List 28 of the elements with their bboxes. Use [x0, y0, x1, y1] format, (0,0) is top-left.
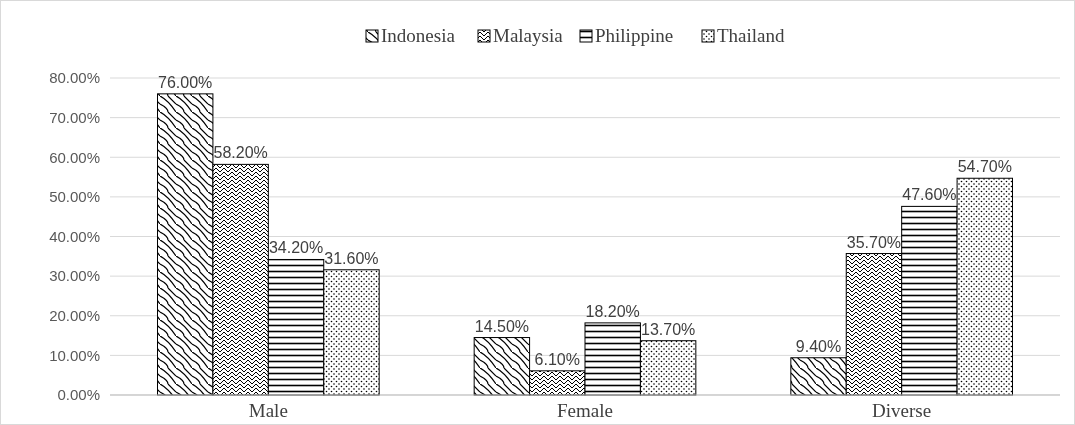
legend-label: Thailand: [717, 25, 786, 46]
y-tick-label: 80.00%: [49, 69, 100, 87]
data-label: 18.20%: [585, 302, 640, 320]
legend-label: Philippine: [595, 25, 674, 46]
data-label: 6.10%: [534, 350, 580, 368]
data-label: 13.70%: [640, 320, 696, 338]
data-label: 35.70%: [846, 233, 902, 251]
data-label: 47.60%: [902, 186, 957, 204]
y-tick-label: 0.00%: [57, 386, 100, 404]
legend-label: Indonesia: [381, 25, 456, 46]
y-tick-label: 50.00%: [49, 188, 100, 206]
y-tick-label: 10.00%: [49, 346, 100, 364]
data-label: 34.20%: [268, 239, 324, 257]
y-tick-label: 30.00%: [49, 267, 100, 285]
legend-label: Malaysia: [493, 25, 564, 46]
y-tick-label: 70.00%: [49, 108, 100, 126]
data-label: 31.60%: [324, 249, 379, 267]
x-tick-label: Diverse: [872, 400, 932, 421]
y-tick-label: 40.00%: [49, 227, 100, 245]
data-label: 9.40%: [795, 337, 842, 355]
x-tick-label: Male: [248, 400, 288, 421]
y-tick-label: 60.00%: [49, 148, 100, 166]
data-label: 14.50%: [474, 317, 530, 335]
data-label: 58.20%: [213, 144, 268, 162]
data-label: 54.70%: [957, 158, 1012, 176]
x-tick-label: Female: [557, 400, 613, 421]
y-tick-label: 20.00%: [49, 307, 100, 324]
data-label: 76.00%: [158, 73, 213, 91]
